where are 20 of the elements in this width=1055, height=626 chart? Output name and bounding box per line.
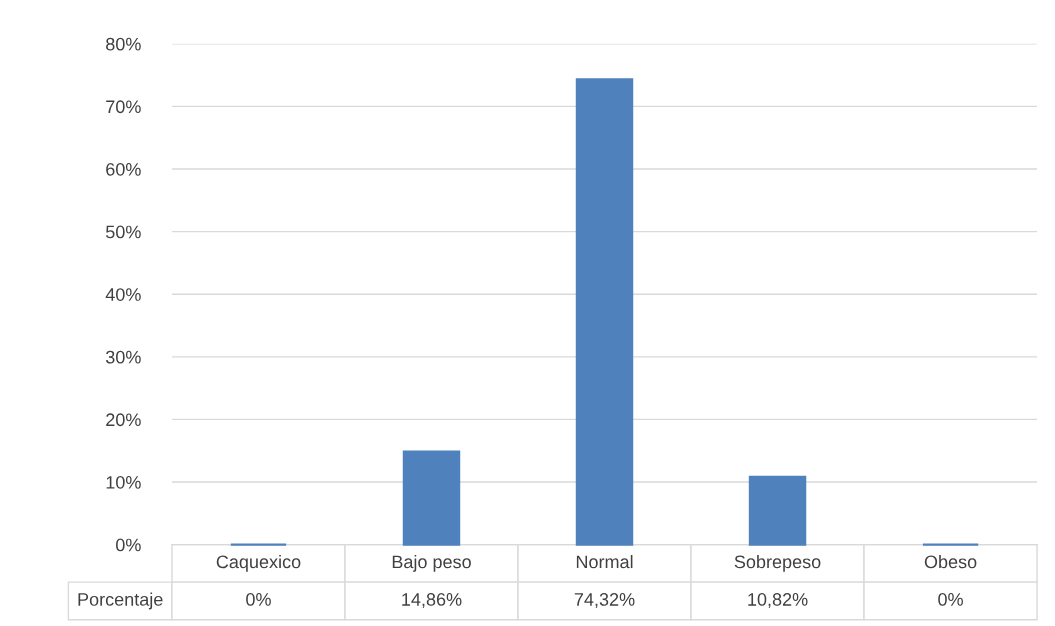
text: Porcentaje [78,592,163,610]
y-tick-label: 0% [116,538,141,552]
x-tick-label: Caquexico [216,554,301,572]
x-tick-label: Bajo peso [392,554,471,572]
y-tick-label: 40% [105,288,141,301]
x-tick-label: Obeso [924,554,977,569]
y-tick-label: 80% [106,37,141,51]
y-tick-label: 30% [105,350,141,364]
y-tick-label: 10% [106,475,141,489]
data-label: 14,86% [402,593,462,608]
data-label: 0% [938,593,963,606]
x-tick-label: Normal [576,554,633,569]
data-label: 74,32% [574,593,635,608]
y-tick-label: 20% [106,413,141,427]
y-tick-label: 60% [106,162,141,176]
data-label: 0% [246,593,271,606]
x-tick-label: Sobrepeso [734,554,821,572]
y-tick-label: 70% [106,100,141,114]
y-tick-label: 50% [106,225,141,239]
data-label: 10,82% [748,593,808,608]
